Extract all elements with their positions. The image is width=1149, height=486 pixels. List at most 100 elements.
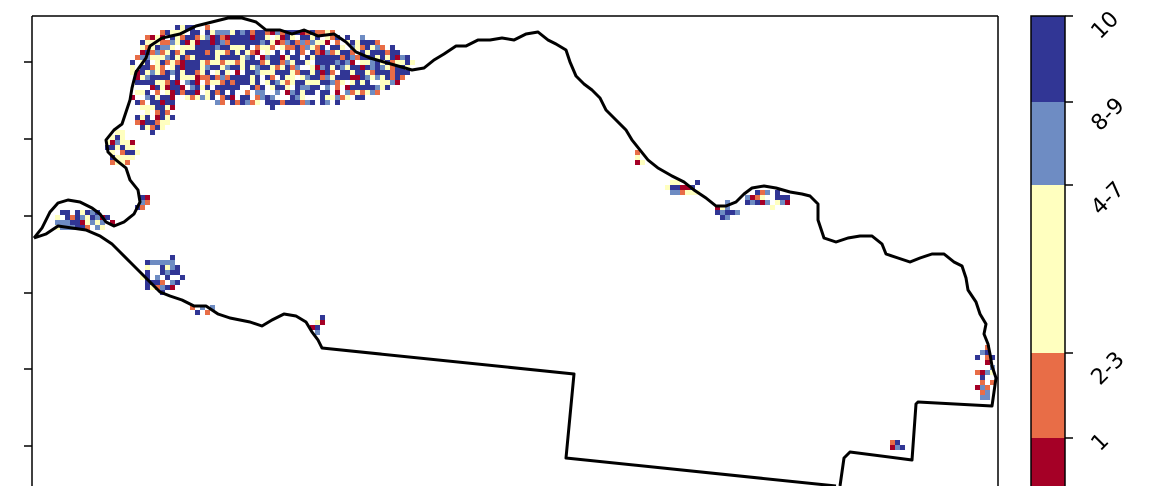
raster-cell (150, 50, 155, 55)
raster-cell (280, 65, 285, 70)
raster-cell (200, 50, 205, 55)
raster-cell (185, 60, 190, 65)
raster-cell (180, 45, 185, 50)
raster-cell (185, 70, 190, 75)
raster-cell (395, 65, 400, 70)
raster-cell (240, 45, 245, 50)
raster-cell (305, 35, 310, 40)
raster-cell (175, 80, 180, 85)
raster-cell (75, 220, 80, 225)
raster-cell (310, 40, 315, 45)
raster-cell (135, 75, 140, 80)
raster-cell (125, 145, 130, 150)
raster-cell (690, 190, 695, 195)
raster-cell (295, 90, 300, 95)
raster-cell (170, 285, 175, 290)
raster-cell (275, 65, 280, 70)
raster-cell (380, 80, 385, 85)
raster-cell (340, 80, 345, 85)
raster-cell (175, 280, 180, 285)
raster-cell (145, 45, 150, 50)
raster-cell (295, 50, 300, 55)
raster-cell (160, 100, 165, 105)
raster-cell (160, 105, 165, 110)
raster-cell (170, 90, 175, 95)
raster-cell (300, 70, 305, 75)
raster-cell (280, 30, 285, 35)
raster-cell (245, 90, 250, 95)
raster-cell (280, 100, 285, 105)
raster-cell (195, 65, 200, 70)
raster-cell (110, 160, 115, 165)
raster-cell (365, 85, 370, 90)
raster-cell (140, 65, 145, 70)
raster-cell (145, 270, 150, 275)
raster-cell (265, 70, 270, 75)
y-axis-ticks (24, 61, 32, 447)
raster-cell (260, 45, 265, 50)
raster-cell (230, 75, 235, 80)
raster-cell (325, 50, 330, 55)
raster-cell (330, 60, 335, 65)
raster-cell (265, 95, 270, 100)
raster-cell (145, 260, 150, 265)
raster-cell (300, 45, 305, 50)
raster-cell (360, 80, 365, 85)
raster-cell (270, 100, 275, 105)
raster-cell (150, 65, 155, 70)
raster-cell (350, 50, 355, 55)
raster-cell (315, 325, 320, 330)
raster-cell (165, 80, 170, 85)
raster-cell (275, 55, 280, 60)
raster-cell (70, 215, 75, 220)
raster-cell (320, 55, 325, 60)
raster-cell (150, 105, 155, 110)
raster-cell (295, 70, 300, 75)
raster-cell (145, 195, 150, 200)
raster-cell (895, 440, 900, 445)
raster-cell (245, 50, 250, 55)
raster-cell (65, 220, 70, 225)
raster-cell (155, 35, 160, 40)
raster-cell (285, 55, 290, 60)
raster-cell (190, 75, 195, 80)
raster-cell (150, 260, 155, 265)
raster-cell (245, 45, 250, 50)
raster-cell (320, 75, 325, 80)
raster-cell (140, 45, 145, 50)
raster-cell (890, 440, 895, 445)
raster-cell (155, 115, 160, 120)
raster-cell (255, 90, 260, 95)
raster-cell (185, 80, 190, 85)
raster-cell (365, 60, 370, 65)
raster-cell (215, 40, 220, 45)
raster-cell (265, 75, 270, 80)
raster-cell (215, 35, 220, 40)
raster-cell (315, 330, 320, 335)
raster-cell (300, 100, 305, 105)
raster-cell (310, 70, 315, 75)
raster-cell (340, 75, 345, 80)
raster-cell (170, 280, 175, 285)
raster-cell (225, 55, 230, 60)
raster-cell (255, 65, 260, 70)
raster-cell (65, 215, 70, 220)
raster-cell (240, 35, 245, 40)
raster-cell (240, 100, 245, 105)
raster-cell (155, 55, 160, 60)
raster-cell (270, 80, 275, 85)
raster-cell (175, 50, 180, 55)
raster-cell (250, 35, 255, 40)
raster-cell (210, 305, 215, 310)
raster-cell (185, 75, 190, 80)
raster-cell (110, 140, 115, 145)
raster-cell (160, 265, 165, 270)
raster-cell (255, 95, 260, 100)
raster-cell (325, 30, 330, 35)
raster-cell (295, 85, 300, 90)
raster-cell (635, 150, 640, 155)
raster-cell (60, 220, 65, 225)
raster-cell (325, 95, 330, 100)
raster-cell (205, 40, 210, 45)
raster-cell (140, 195, 145, 200)
